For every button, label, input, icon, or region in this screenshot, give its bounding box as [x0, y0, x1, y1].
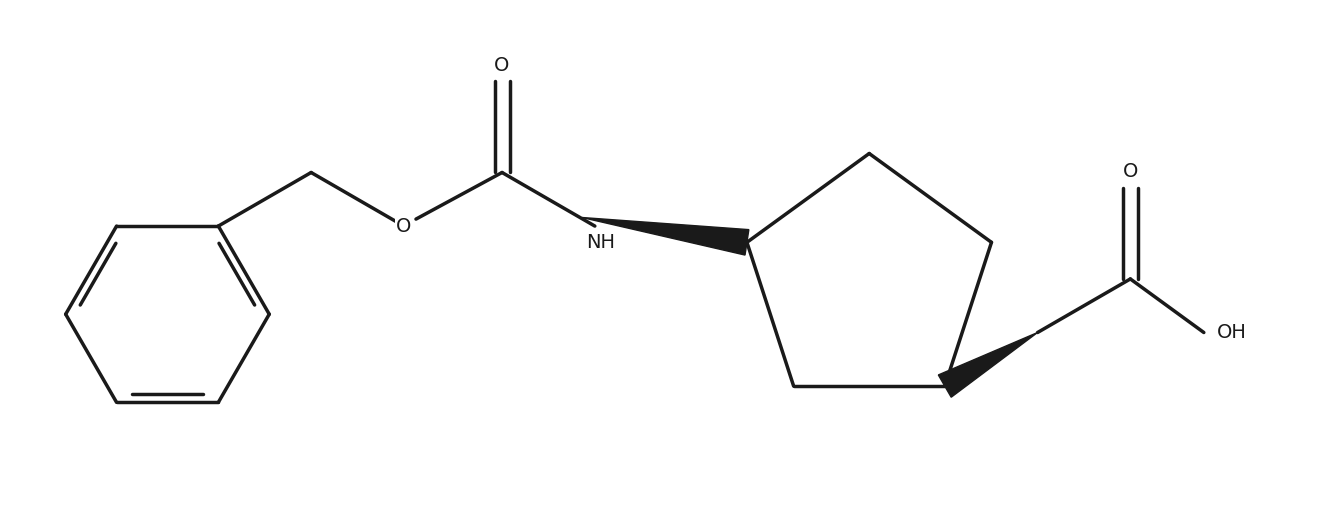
Polygon shape [582, 218, 749, 255]
Text: OH: OH [1217, 323, 1247, 342]
Text: NH: NH [585, 232, 615, 252]
Text: O: O [494, 56, 510, 75]
Text: O: O [396, 217, 412, 236]
Text: O: O [1123, 162, 1138, 181]
Polygon shape [938, 332, 1037, 397]
